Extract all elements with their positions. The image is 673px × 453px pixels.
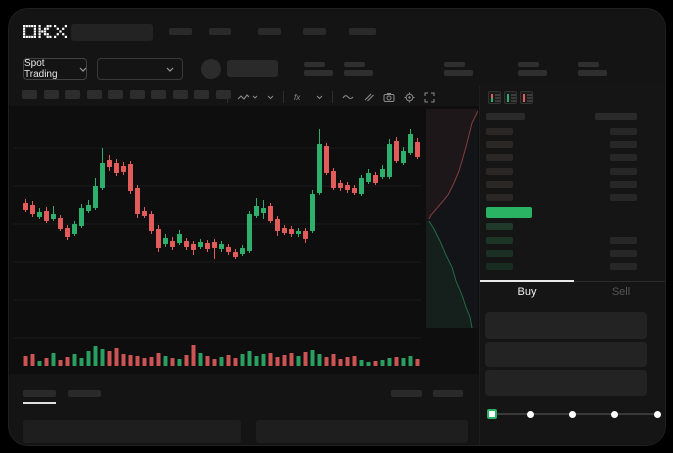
timeframe-button-placeholder[interactable] <box>194 90 209 99</box>
market-type-label: Spot Trading <box>24 58 58 80</box>
okx-logo <box>23 25 67 39</box>
bid-amount-placeholder <box>610 263 637 270</box>
ticker-stat-placeholder <box>578 62 607 76</box>
divider <box>227 91 228 103</box>
divider <box>332 91 333 103</box>
ask-amount-placeholder <box>610 128 637 135</box>
bid-amount-placeholder <box>610 237 637 244</box>
book-both-icon[interactable] <box>488 91 501 104</box>
ticker-stat-placeholder <box>444 62 473 76</box>
bottom-action-1-placeholder[interactable] <box>391 390 422 397</box>
bottom-action-2-placeholder[interactable] <box>433 390 463 397</box>
ask-price-placeholder <box>486 181 513 188</box>
candlestick-chart[interactable] <box>9 9 666 446</box>
timeframe-button-placeholder[interactable] <box>172 90 188 99</box>
depth-chart <box>426 109 479 329</box>
svg-text:fx: fx <box>294 93 301 102</box>
ticker-stat-placeholder <box>344 62 373 76</box>
slider-handle[interactable] <box>487 409 497 419</box>
divider <box>283 91 284 103</box>
pair-select-dropdown[interactable] <box>97 58 183 80</box>
ask-amount-placeholder <box>610 168 637 175</box>
ask-price-placeholder <box>486 168 513 175</box>
ask-price-placeholder <box>486 141 513 148</box>
bottom-tab-1-placeholder[interactable] <box>23 390 56 397</box>
timeframe-button-placeholder[interactable] <box>215 90 231 99</box>
bid-price-placeholder <box>486 223 513 230</box>
last-price-highlight[interactable] <box>486 207 532 218</box>
orderbook-amount-header-placeholder <box>595 113 637 120</box>
fullscreen-icon[interactable] <box>424 92 435 103</box>
chart-type-icon[interactable] <box>237 93 258 102</box>
book-asks-icon[interactable] <box>520 91 533 104</box>
chevron-down-icon[interactable] <box>267 95 274 100</box>
ask-price-placeholder <box>486 194 513 201</box>
ask-price-placeholder <box>486 154 513 161</box>
nav-item-placeholder[interactable] <box>209 28 231 35</box>
ask-price-placeholder <box>486 128 513 135</box>
orders-row-placeholder <box>23 420 241 443</box>
draw-tool-icon[interactable] <box>363 92 374 102</box>
timeframe-button-placeholder[interactable] <box>129 90 145 99</box>
bottom-tab-2-placeholder[interactable] <box>68 390 101 397</box>
timeframe-button-placeholder[interactable] <box>22 90 37 99</box>
amount-slider[interactable] <box>487 408 661 420</box>
timeframe-button-placeholder[interactable] <box>108 90 123 99</box>
orders-row-placeholder <box>256 420 468 443</box>
chevron-down-icon <box>166 67 174 72</box>
ask-amount-placeholder <box>610 141 637 148</box>
indicators-fx-icon[interactable]: fx <box>293 92 307 102</box>
chart-panel <box>9 106 479 374</box>
bottom-tab-underline <box>23 402 56 404</box>
nav-item-placeholder[interactable] <box>169 28 192 35</box>
timeframe-button-placeholder[interactable] <box>65 90 80 99</box>
market-type-dropdown[interactable]: Spot Trading <box>23 58 87 80</box>
app-window: Spot Trading <box>8 8 666 446</box>
settings-gear-icon[interactable] <box>404 92 415 103</box>
ticker-stat-placeholder <box>304 62 333 76</box>
total-input[interactable] <box>485 370 647 396</box>
tab-buy[interactable]: Buy <box>517 286 537 298</box>
nav-item-placeholder[interactable] <box>303 28 326 35</box>
pair-name-placeholder <box>227 60 278 77</box>
slider-stop-dot[interactable] <box>653 410 661 418</box>
bid-amount-placeholder <box>610 250 637 257</box>
line-tool-icon[interactable] <box>342 93 354 101</box>
coin-avatar <box>201 59 221 79</box>
timeframe-button-placeholder[interactable] <box>151 90 166 99</box>
chart-toolbar-icons: fx <box>227 89 435 105</box>
ask-amount-placeholder <box>610 181 637 188</box>
bid-price-placeholder <box>486 250 513 257</box>
slider-stop-dot[interactable] <box>611 410 619 418</box>
depth-curve <box>426 109 479 329</box>
chevron-down-icon <box>79 67 86 72</box>
timeframe-button-placeholder[interactable] <box>86 90 102 99</box>
nav-item-placeholder[interactable] <box>258 28 281 35</box>
slider-stop-dot[interactable] <box>526 410 534 418</box>
orderbook-price-header-placeholder <box>486 113 525 120</box>
chevron-down-icon[interactable] <box>316 95 323 100</box>
bid-price-placeholder <box>486 263 513 270</box>
ticker-stat-placeholder <box>518 62 547 76</box>
timeframe-button-placeholder[interactable] <box>43 90 59 99</box>
ask-amount-placeholder <box>610 194 637 201</box>
tab-sell[interactable]: Sell <box>611 286 631 298</box>
search-input[interactable] <box>71 24 153 41</box>
bid-price-placeholder <box>486 237 513 244</box>
amount-input[interactable] <box>485 342 647 367</box>
book-bids-icon[interactable] <box>504 91 517 104</box>
price-input[interactable] <box>485 312 647 339</box>
buy-tab-underline <box>480 280 574 282</box>
ask-amount-placeholder <box>610 154 637 161</box>
nav-item-placeholder[interactable] <box>349 28 376 35</box>
slider-stop-dot[interactable] <box>569 410 576 418</box>
orderbook-trade-panel: Buy Sell <box>479 86 665 445</box>
camera-icon[interactable] <box>383 92 395 102</box>
